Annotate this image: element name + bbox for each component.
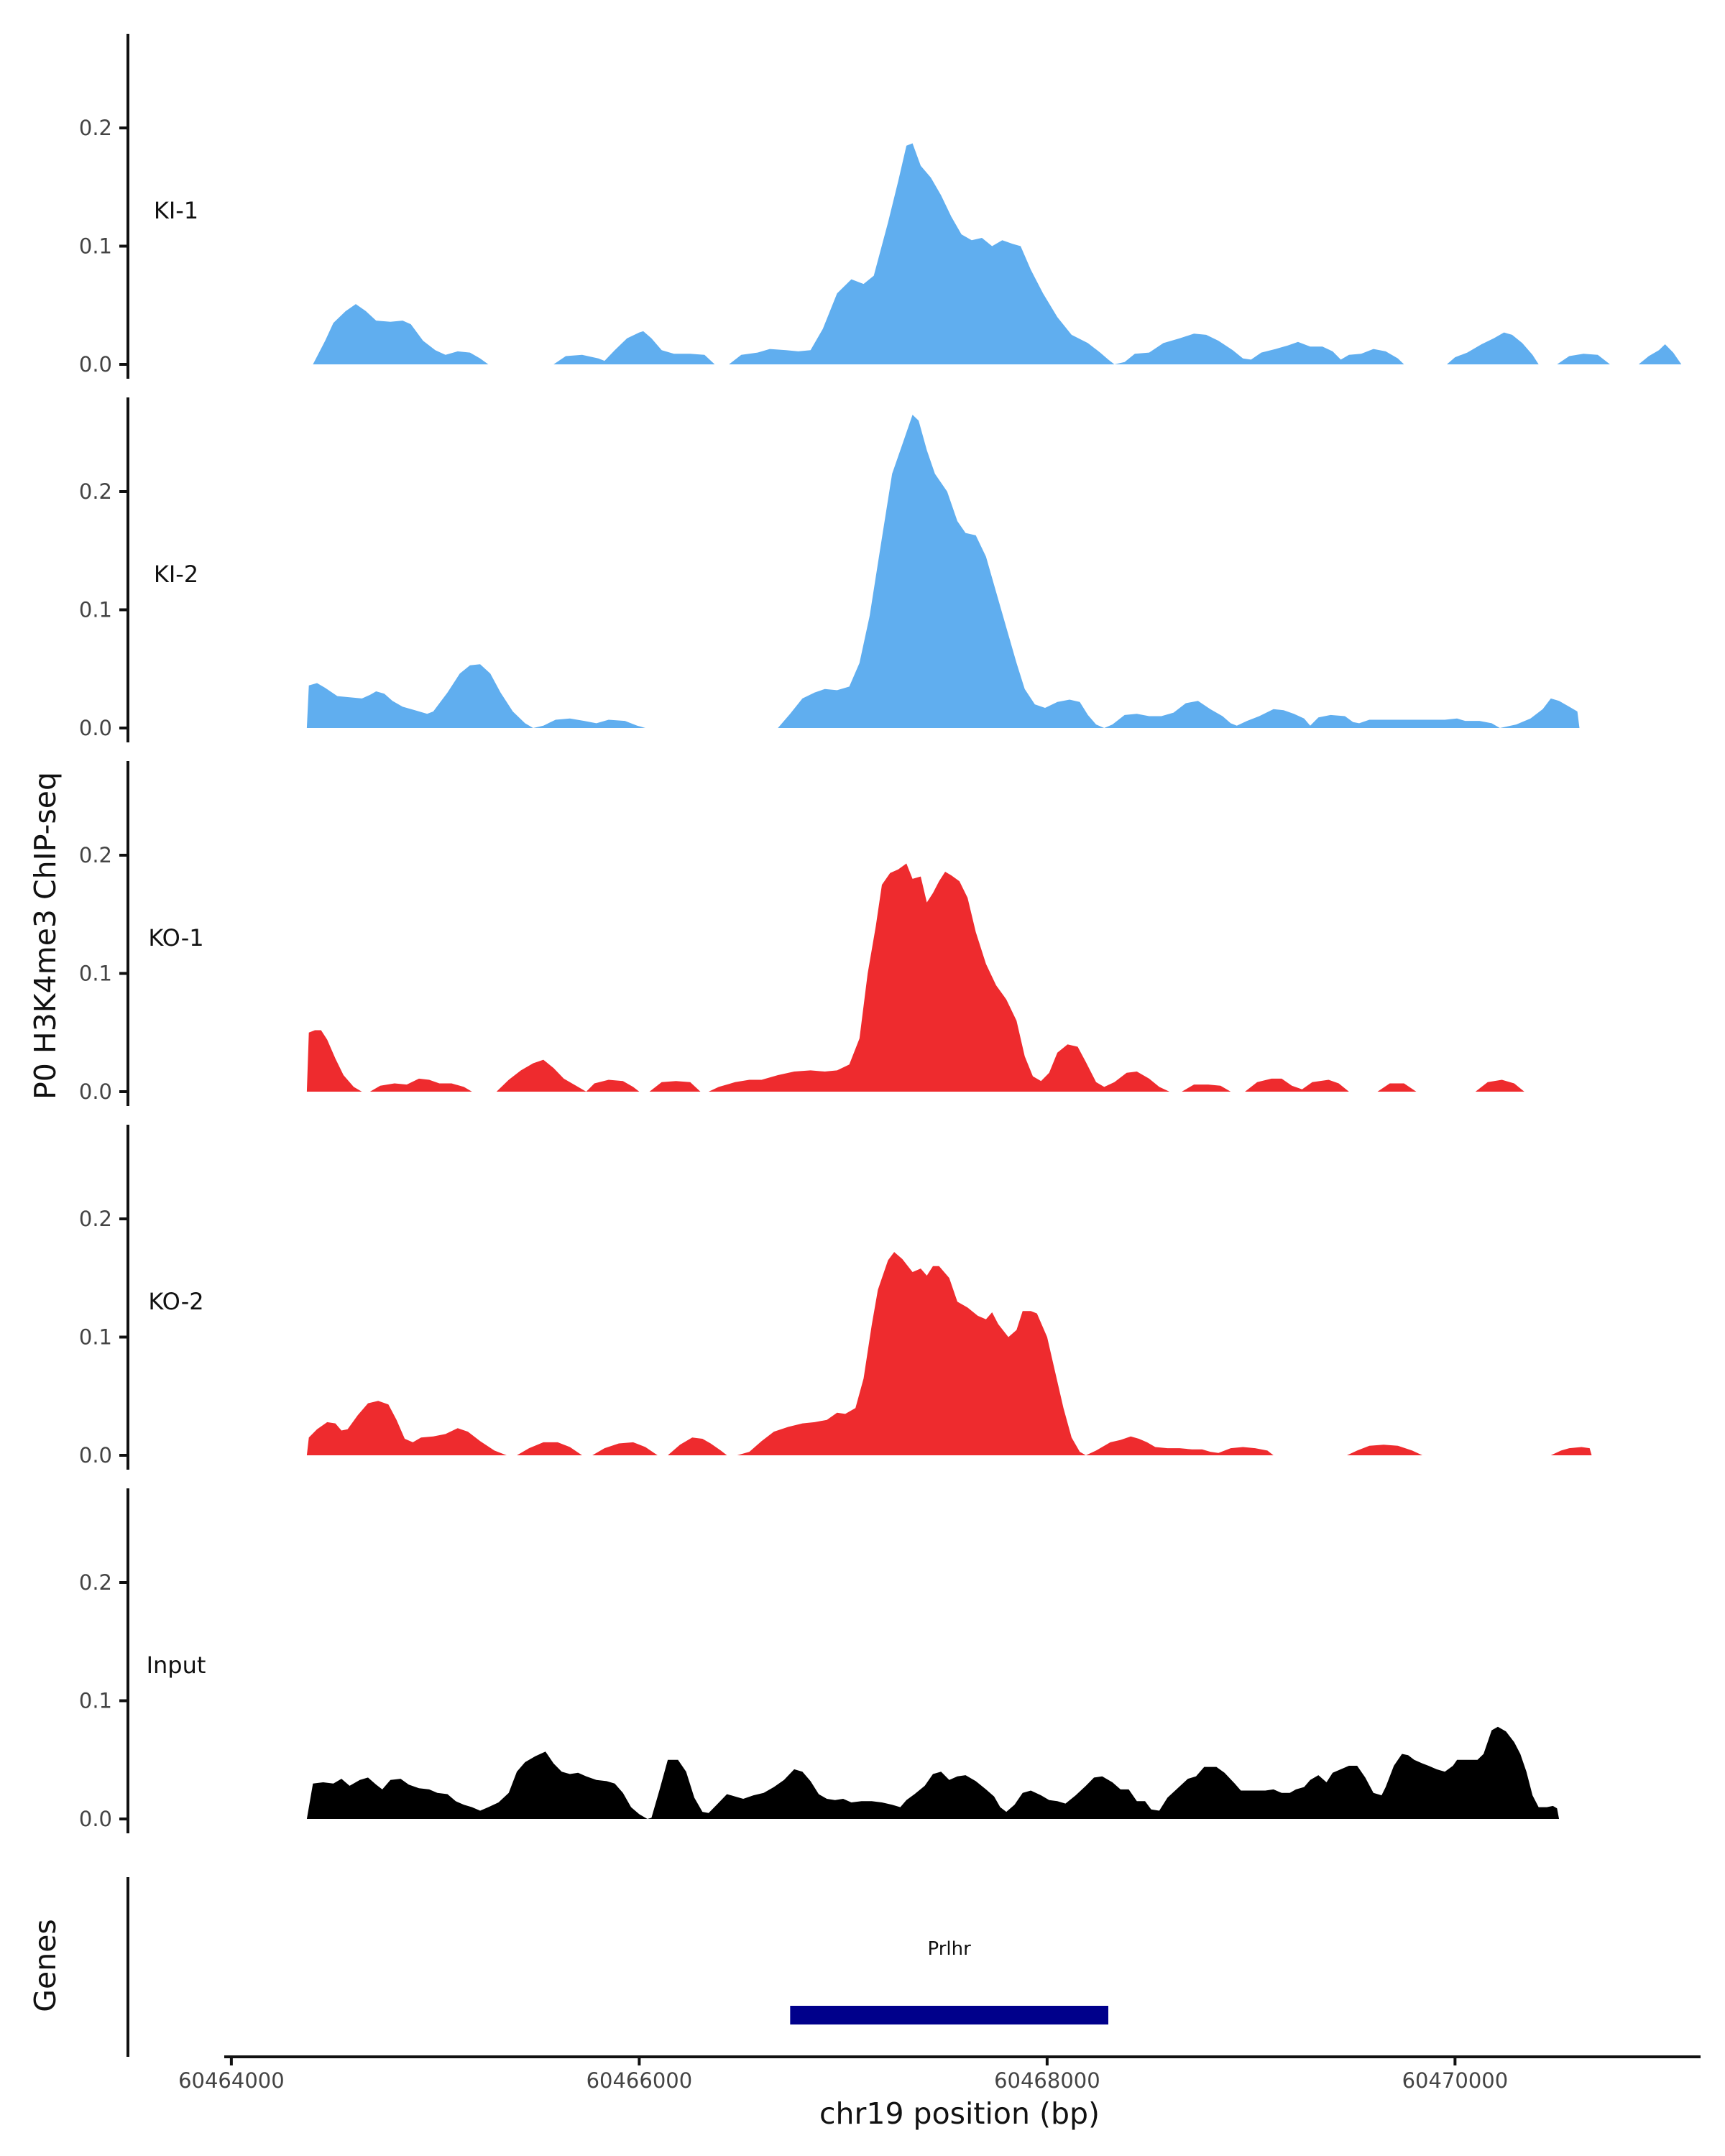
coverage-area [306,1726,1560,1819]
gene-label: Prlhr [928,1938,972,1960]
y-tick-label: 0.0 [79,1807,112,1831]
y-tick-label: 0.1 [79,598,112,622]
coverage-area [1638,344,1682,364]
track-ki-2: 0.0 0.1 0.2 KI-2 [79,397,1580,742]
coverage-area [729,143,1404,364]
x-tick-label: 60470000 [1402,2068,1509,2093]
y-tick-label: 0.0 [79,716,112,740]
track-label: KO-2 [148,1288,203,1315]
track-label: Input [147,1651,206,1679]
y-tick-label: 0.2 [79,1207,112,1231]
y-tick-label: 0.1 [79,1325,112,1350]
track-ko-2: 0.0 0.1 0.2 KO-2 [79,1125,1592,1470]
coverage-area [1557,354,1610,364]
x-axis: 60464000 60466000 60468000 60470000 [178,2055,1701,2093]
track-label: KI-1 [154,197,198,224]
gene-bar [790,2006,1108,2024]
coverage-area [306,863,1524,1092]
coverage-area [1447,332,1539,364]
coverage-area [1347,1445,1422,1455]
y-tick-label: 0.0 [79,352,112,377]
genes-axis-title: Genes [28,1919,63,2012]
genes-panel: Prlhr [126,1877,1108,2057]
y-tick-label: 0.2 [79,843,112,867]
y-tick-label: 0.2 [79,479,112,504]
track-label: KO-1 [148,924,203,952]
y-tick-label: 0.0 [79,1079,112,1104]
x-axis-title: chr19 position (bp) [819,2096,1100,2131]
y-tick-label: 0.0 [79,1443,112,1468]
track-ko-1: 0.0 0.1 0.2 KO-1 [79,761,1524,1106]
tracks-layer: 0.00.10.2KI-10.00.10.2KI-20.00.10.2KO-10… [79,34,1682,1833]
y-tick-label: 0.1 [79,234,112,259]
coverage-area [313,304,489,364]
y-tick-label: 0.1 [79,1689,112,1713]
coverage-area [778,415,1580,728]
x-tick-label: 60464000 [178,2068,285,2093]
y-axis-title: P0 H3K4me3 ChIP-seq [28,772,63,1100]
coverage-area [306,1252,1274,1455]
coverage-area [306,664,645,728]
y-tick-label: 0.2 [79,1570,112,1595]
x-tick-label: 60466000 [586,2068,693,2093]
y-tick-label: 0.1 [79,962,112,986]
coverage-area [553,331,715,364]
coverage-area [1550,1447,1592,1455]
track-input: 0.0 0.1 0.2 Input [79,1488,1560,1833]
y-tick-label: 0.2 [79,116,112,140]
track-ki-1: 0.0 0.1 0.2 KI-1 [79,34,1682,379]
x-tick-label: 60468000 [994,2068,1100,2093]
track-label: KI-2 [154,561,198,588]
